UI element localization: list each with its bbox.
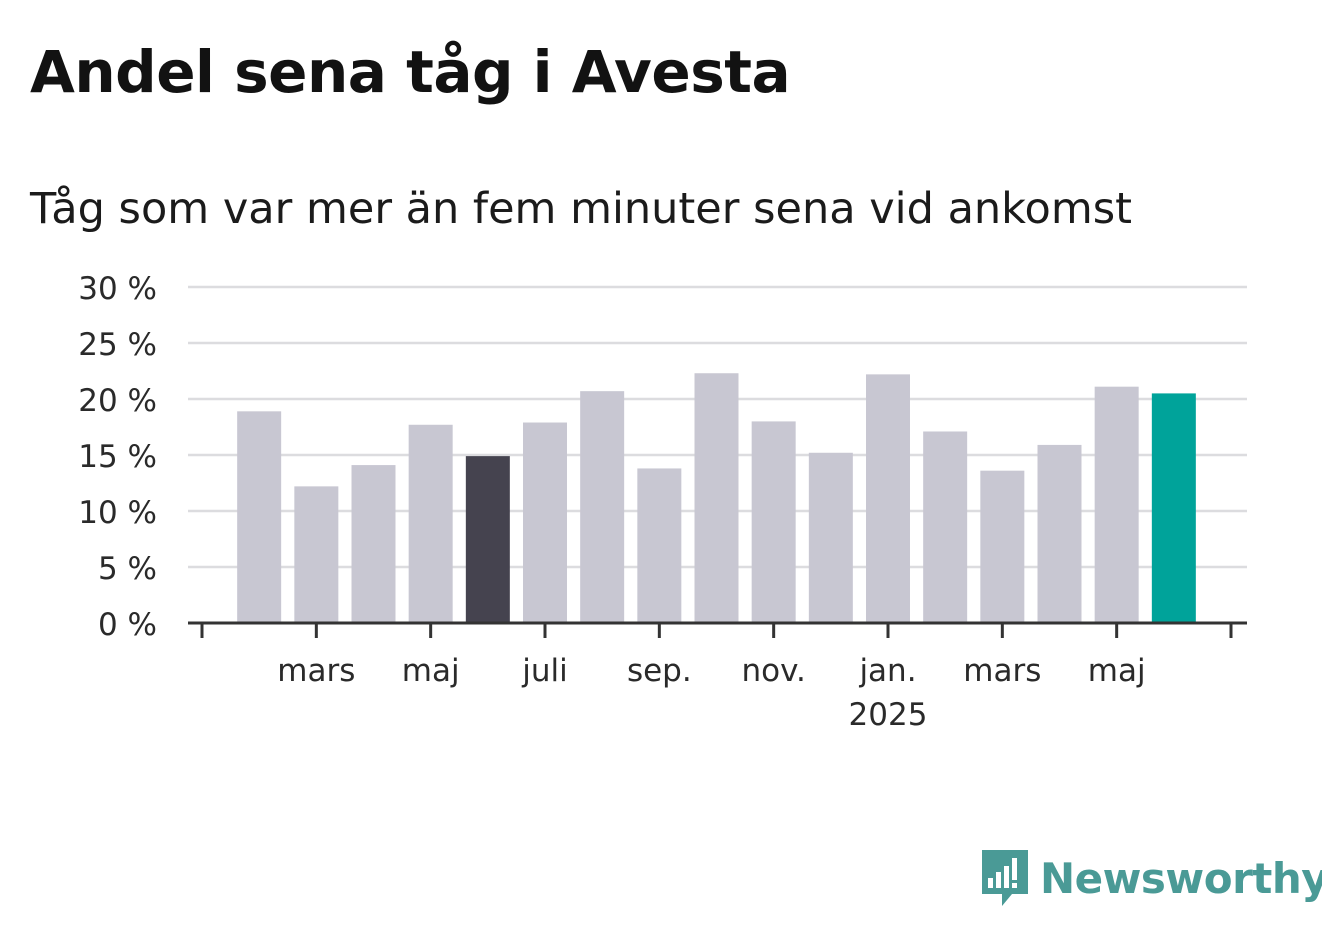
- bar-2024-04: [351, 465, 396, 623]
- y-tick-label: 10 %: [78, 495, 157, 531]
- bar-2025-05: [1094, 386, 1139, 623]
- x-tick-label: nov.: [741, 653, 805, 689]
- bars: [237, 373, 1196, 623]
- bar-2025-02: [923, 431, 968, 623]
- y-axis: 0 % 5 % 10 % 15 % 20 % 25 % 30 %: [78, 271, 157, 643]
- bar-2024-12: [808, 452, 853, 623]
- x-tick-label: sep.: [627, 653, 692, 689]
- newsworthy-logo-icon: [982, 850, 1028, 906]
- x-tick-label: mars: [963, 653, 1041, 689]
- y-tick-label: 5 %: [98, 551, 157, 587]
- x-tick-label: maj: [402, 653, 460, 689]
- brand-name: Newsworthy: [1040, 853, 1322, 903]
- bar-2024-03: [294, 486, 339, 623]
- bar-2024-08: [580, 391, 625, 623]
- y-tick-label: 0 %: [98, 607, 157, 643]
- x-tick-year-label: 2025: [849, 697, 928, 733]
- y-tick-label: 25 %: [78, 327, 157, 363]
- chart-subtitle: Tåg som var mer än fem minuter sena vid …: [30, 184, 1133, 234]
- bar-2025-01: [866, 374, 910, 623]
- bar-2024-11: [751, 421, 796, 623]
- bar-2025-04: [1037, 444, 1082, 623]
- bar-2024-05: [408, 424, 453, 623]
- bar-chart: 0 % 5 % 10 % 15 % 20 % 25 % 30 % mars maj juli se…: [78, 271, 1247, 733]
- x-tick-label: mars: [277, 653, 355, 689]
- chart-title: Andel sena tåg i Avesta: [30, 38, 791, 106]
- brand-logo: Newsworthy: [980, 848, 1322, 908]
- x-tick-label: juli: [521, 653, 568, 689]
- bar-2024-07: [523, 422, 567, 623]
- bar-2024-09: [637, 468, 682, 623]
- bar-2024-06: [465, 456, 510, 623]
- y-tick-label: 30 %: [78, 271, 157, 307]
- x-tick-label: jan.: [858, 653, 916, 689]
- y-tick-label: 15 %: [78, 439, 157, 475]
- x-tick-label: maj: [1088, 653, 1146, 689]
- bar-2025-03: [980, 470, 1025, 623]
- bar-2024-10: [694, 373, 739, 623]
- y-tick-label: 20 %: [78, 383, 157, 419]
- bar-2024-02: [237, 411, 282, 623]
- bar-2025-06: [1151, 393, 1196, 623]
- x-axis: mars maj juli sep. nov. jan. 2025 mars maj: [188, 621, 1247, 733]
